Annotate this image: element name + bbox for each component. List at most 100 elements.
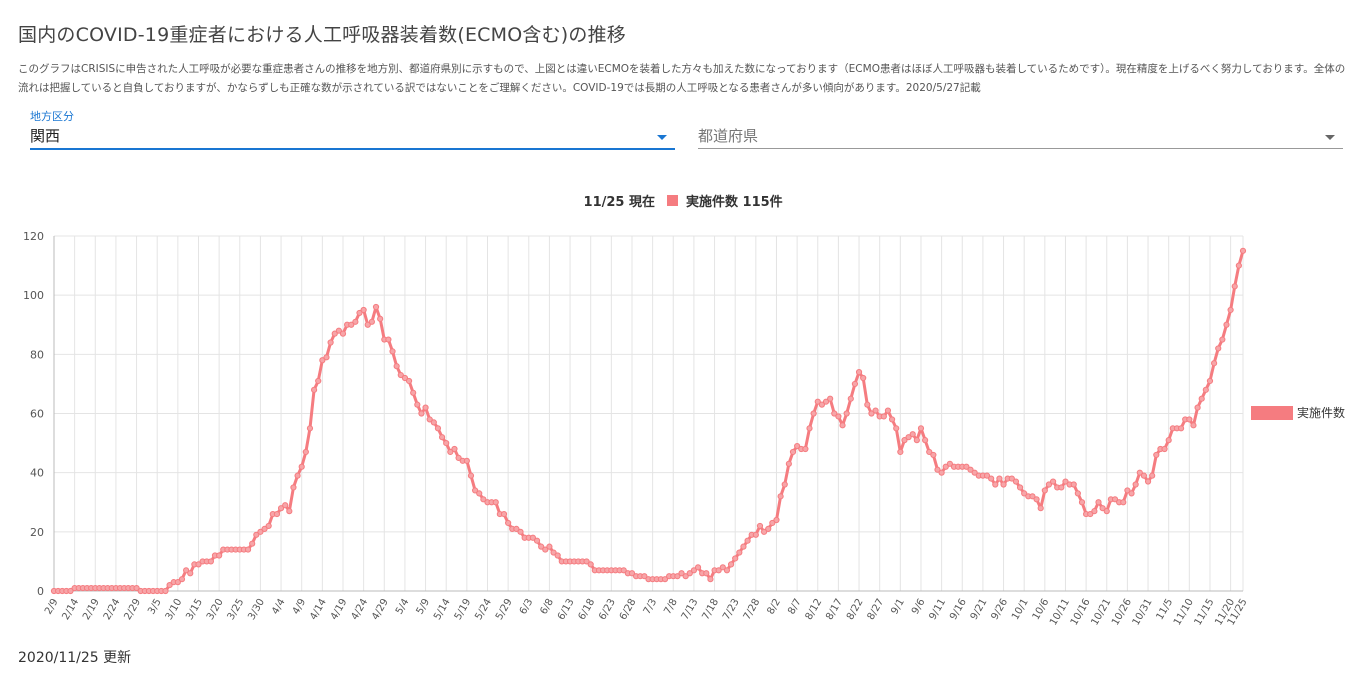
data-point	[868, 410, 875, 417]
x-tick-label: 3/15	[184, 597, 205, 622]
data-point	[277, 505, 285, 512]
x-tick-label: 3/5	[146, 597, 164, 616]
x-tick-label: 7/3	[642, 597, 660, 616]
x-tick-label: 9/6	[910, 597, 928, 616]
data-point	[348, 321, 355, 328]
data-point	[1029, 493, 1036, 500]
data-point	[273, 510, 281, 518]
data-point	[67, 587, 74, 595]
points-layer	[50, 247, 1247, 595]
data-point	[472, 487, 479, 494]
data-point	[773, 516, 780, 524]
x-tick-label: 2/24	[102, 597, 123, 622]
data-point	[195, 561, 202, 568]
data-point	[806, 425, 813, 432]
data-point	[430, 419, 437, 426]
region-select[interactable]: 地方区分 関西	[30, 110, 675, 150]
x-axis: 2/9 2/14 2/19 2/24 2/29 3/5 3/10 3/15 3/20 3/25 3/…	[43, 597, 1250, 627]
data-point	[244, 546, 252, 553]
data-point	[641, 573, 648, 580]
data-point	[674, 573, 681, 580]
dropdown-arrow-icon[interactable]	[657, 135, 667, 140]
data-point	[1190, 422, 1197, 429]
data-point	[727, 561, 735, 568]
data-point	[1136, 469, 1143, 476]
data-point	[860, 374, 867, 382]
data-point	[356, 309, 363, 317]
region-select-value[interactable]: 関西	[30, 124, 675, 150]
data-point	[463, 457, 470, 464]
data-point	[756, 522, 764, 530]
x-tick-label: 4/24	[349, 597, 370, 622]
data-point	[290, 484, 297, 491]
data-point	[789, 448, 797, 456]
data-point	[1211, 360, 1218, 367]
series-layer	[54, 250, 1245, 593]
prefecture-select[interactable]: 都道府県	[698, 110, 1343, 149]
data-point	[736, 549, 743, 556]
side-legend-label: 実施件数	[1297, 405, 1345, 420]
data-point	[1186, 416, 1193, 423]
data-point	[513, 525, 520, 532]
data-point	[323, 354, 330, 361]
data-point	[434, 425, 442, 432]
data-point	[794, 442, 801, 450]
data-point	[1037, 505, 1044, 512]
data-point	[1140, 472, 1148, 479]
x-tick-label: 4/29	[370, 597, 391, 622]
prefecture-select-placeholder: 都道府県	[698, 127, 759, 145]
data-point	[538, 543, 545, 550]
data-point	[183, 567, 190, 574]
data-point	[1111, 496, 1119, 503]
x-tick-label: 8/27	[866, 597, 887, 622]
data-point	[744, 537, 751, 544]
data-point	[661, 576, 669, 583]
side-legend[interactable]: 実施件数	[1251, 405, 1345, 420]
data-point	[1161, 445, 1168, 453]
data-point	[133, 584, 140, 592]
data-point	[765, 525, 772, 532]
data-point	[913, 437, 920, 444]
x-tick-label: 3/25	[226, 597, 247, 622]
data-point	[492, 499, 499, 506]
data-point	[335, 327, 342, 334]
data-point	[905, 434, 912, 441]
data-point	[1045, 481, 1053, 488]
prefecture-select-value[interactable]: 都道府県	[698, 124, 1343, 149]
data-point	[1070, 481, 1077, 488]
data-point	[451, 445, 458, 453]
data-point	[554, 552, 561, 559]
data-point	[1223, 321, 1230, 328]
data-point	[690, 567, 698, 574]
data-point	[443, 439, 450, 447]
x-tick-label: 10/6	[1031, 597, 1052, 622]
data-point	[719, 564, 726, 571]
x-tick-label: 6/28	[618, 597, 639, 622]
data-point	[505, 519, 512, 527]
y-tick-label: 20	[30, 526, 44, 539]
data-point	[414, 401, 421, 408]
data-point	[893, 425, 900, 432]
data-point	[447, 448, 454, 456]
x-tick-label: 7/13	[680, 597, 701, 622]
data-point	[1058, 484, 1065, 491]
x-tick-label: 7/23	[721, 597, 742, 622]
data-point	[1041, 487, 1048, 494]
data-point	[315, 377, 322, 385]
data-point	[1149, 472, 1156, 479]
data-point	[983, 472, 991, 479]
data-point	[1227, 306, 1234, 314]
top-legend: 11/25 現在 実施件数 115件	[584, 194, 783, 210]
x-tick-label: 6/3	[518, 597, 536, 616]
data-point	[694, 564, 702, 571]
data-point	[253, 531, 260, 538]
y-tick-label: 0	[37, 585, 44, 598]
dropdown-arrow-icon[interactable]	[1325, 135, 1335, 140]
data-point	[500, 510, 508, 518]
data-point	[377, 315, 384, 322]
data-point	[992, 481, 999, 488]
data-point	[909, 431, 916, 438]
data-point	[732, 555, 739, 562]
data-point	[814, 398, 821, 405]
